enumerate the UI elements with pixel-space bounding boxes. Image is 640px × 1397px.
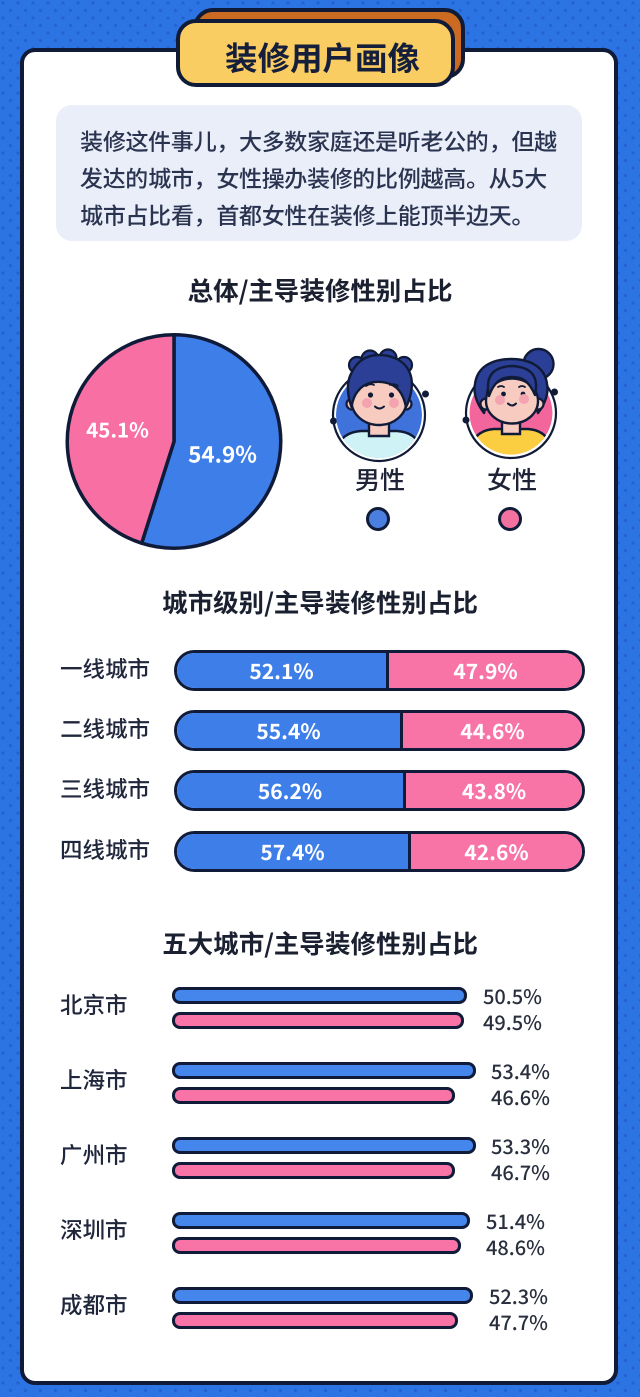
svg-text:54.9%: 54.9%: [188, 438, 257, 470]
svg-text:45.1%: 45.1%: [86, 414, 149, 444]
